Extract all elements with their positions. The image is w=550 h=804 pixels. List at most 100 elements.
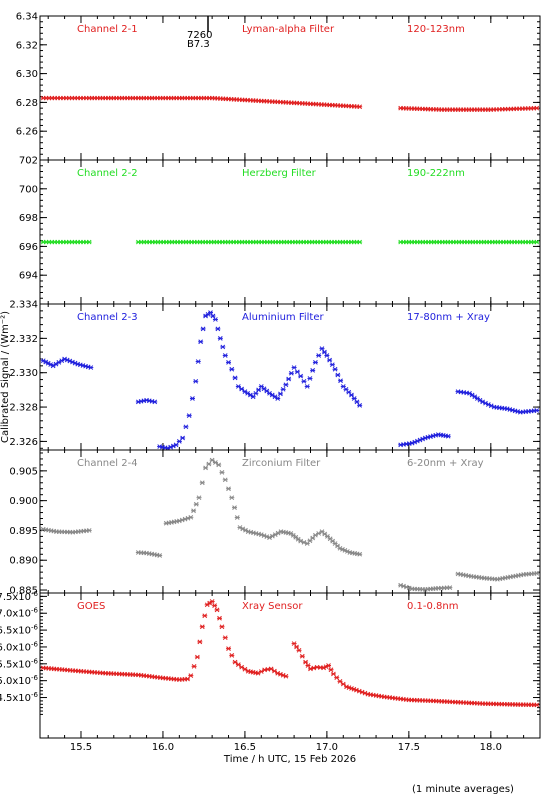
data-point — [534, 105, 540, 111]
y-tick-label: 0.895 — [9, 526, 38, 537]
data-point — [209, 599, 215, 604]
x-tick-label: 17.0 — [316, 742, 338, 753]
data-point — [534, 570, 540, 576]
data-point — [316, 353, 322, 358]
data-point — [357, 104, 363, 110]
data-point — [86, 239, 92, 245]
data-point — [294, 369, 300, 375]
x-axis-title: Time / h UTC, 15 Feb 2026 — [223, 754, 356, 765]
data-point — [288, 370, 294, 376]
data-point — [305, 663, 311, 668]
y-tick-label: 0.905 — [9, 466, 38, 477]
y-tick-label: 694 — [19, 271, 38, 282]
y-tick-label: 6.28 — [16, 98, 38, 109]
y-tick-label: 6.30 — [16, 69, 38, 80]
series-2 — [188, 599, 289, 679]
data-point — [212, 317, 218, 322]
y-tick-label: 0.885 — [9, 586, 38, 597]
data-point — [186, 413, 192, 419]
data-point — [217, 615, 223, 621]
data-point — [301, 378, 307, 384]
data-point — [220, 344, 226, 350]
series-3 — [398, 239, 540, 245]
band-label: 0.1-0.8nm — [407, 601, 459, 612]
data-point — [209, 457, 215, 463]
data-point — [303, 659, 309, 665]
data-point — [173, 442, 179, 448]
y-tick-label: 2.334 — [9, 300, 38, 311]
data-point — [217, 335, 223, 341]
data-point — [193, 378, 199, 384]
y-tick-label: 6.0x10-6 — [0, 640, 39, 653]
data-point — [534, 239, 540, 245]
y-tick-label: 7.5x10-6 — [0, 590, 39, 603]
x-tick-label: 18.0 — [480, 742, 502, 753]
series-2 — [398, 105, 540, 112]
data-point — [86, 528, 92, 533]
data-point — [202, 613, 208, 619]
data-point — [447, 585, 453, 590]
y-tick-label: 2.326 — [9, 437, 38, 448]
series-1 — [40, 665, 191, 683]
data-point — [357, 402, 363, 408]
series-5 — [455, 570, 540, 582]
data-point — [212, 460, 218, 465]
data-point — [335, 372, 341, 378]
series-1 — [40, 356, 94, 370]
data-point — [326, 663, 332, 668]
data-point — [222, 477, 228, 483]
data-point — [200, 326, 206, 332]
data-point — [357, 239, 363, 245]
x-tick-label: 16.0 — [152, 742, 174, 753]
data-point — [357, 551, 363, 557]
data-point — [283, 382, 289, 388]
data-point — [193, 501, 199, 507]
data-point — [152, 399, 158, 405]
y-tick-label: 4.5x10-6 — [0, 691, 39, 704]
data-point — [219, 624, 225, 630]
data-point — [235, 662, 241, 668]
series-2 — [135, 397, 158, 405]
panel-4: 0.885 0.890 0.895 0.900 0.905 Channel 2-4 Zirc… — [9, 449, 541, 597]
data-point — [215, 326, 221, 332]
data-point — [199, 624, 205, 630]
data-point — [222, 635, 228, 641]
data-point — [324, 353, 330, 358]
data-point — [210, 313, 216, 319]
series-4 — [398, 432, 451, 448]
data-point — [327, 357, 333, 363]
y-tick-label: 6.32 — [16, 40, 38, 51]
data-point — [534, 702, 540, 708]
data-point — [206, 461, 212, 467]
data-point — [330, 671, 336, 677]
series-1 — [40, 95, 363, 110]
y-tick-label: 5.0x10-6 — [0, 674, 39, 687]
data-point — [445, 433, 451, 439]
y-tick-label: 5.5x10-6 — [0, 657, 39, 670]
channel-label: Channel 2-2 — [77, 168, 138, 179]
data-point — [191, 663, 197, 669]
y-tick-label: 6.26 — [16, 127, 38, 138]
data-point — [195, 359, 201, 364]
y-tick-label: 6.34 — [16, 12, 38, 23]
panel-1: 6.26 6.28 6.30 6.32 6.34 Channel 2-1 Lyman-alp… — [16, 12, 541, 161]
filter-label: Aluminium Filter — [242, 312, 325, 323]
channel-label: Channel 2-3 — [77, 312, 138, 323]
data-point — [189, 396, 195, 401]
data-point — [198, 339, 204, 345]
data-point — [256, 387, 262, 393]
data-point — [232, 659, 238, 665]
y-tick-label: 700 — [19, 184, 38, 195]
band-label: 190-222nm — [407, 168, 465, 179]
data-point — [286, 376, 292, 382]
data-point — [534, 408, 540, 413]
data-point — [328, 667, 334, 673]
data-point — [180, 435, 186, 441]
y-tick-label: 6.5x10-6 — [0, 624, 39, 637]
series-2 — [135, 550, 163, 558]
data-point — [183, 424, 189, 430]
series-3 — [291, 641, 540, 708]
data-point — [176, 439, 182, 444]
